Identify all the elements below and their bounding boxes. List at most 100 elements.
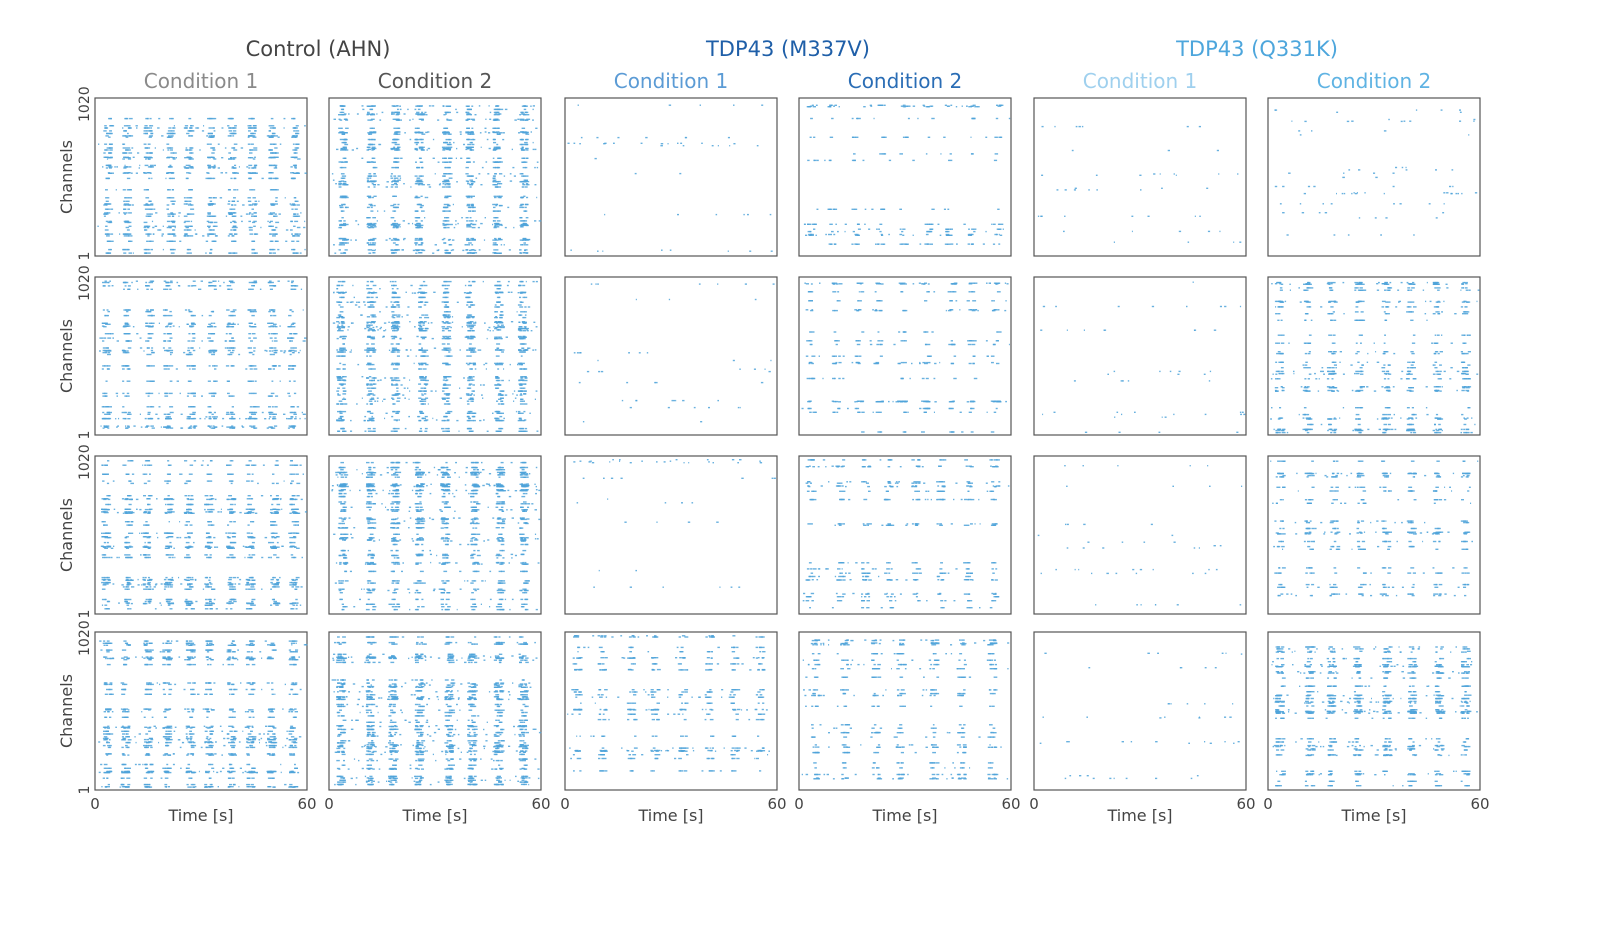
spike-mark	[162, 314, 166, 317]
spike-mark	[190, 347, 194, 349]
spike-mark	[340, 321, 345, 323]
spike-mark	[446, 143, 450, 146]
spike-mark	[416, 105, 420, 107]
spike-mark	[274, 349, 278, 352]
spike-mark	[271, 135, 275, 137]
spike-mark	[369, 403, 372, 405]
spike-mark	[391, 327, 396, 330]
spike-mark	[150, 125, 154, 127]
spike-mark	[149, 333, 152, 335]
spike-mark	[294, 152, 297, 154]
spike-mark	[279, 380, 281, 382]
spike-mark	[455, 223, 457, 226]
spike-mark	[249, 152, 253, 154]
spike-mark	[395, 105, 399, 107]
spike-mark	[169, 147, 174, 149]
spike-mark	[468, 138, 471, 141]
spike-mark	[579, 143, 581, 145]
spike-mark	[254, 406, 258, 408]
spike-mark	[209, 252, 213, 254]
spike-mark	[391, 284, 394, 287]
spike-mark	[232, 240, 236, 242]
spike-mark	[118, 417, 120, 420]
spike-mark	[166, 204, 170, 206]
spike-mark	[351, 149, 354, 151]
spike-mark	[139, 337, 142, 339]
spike-mark	[293, 197, 296, 199]
spike-mark	[189, 252, 192, 254]
spike-mark	[444, 304, 448, 306]
spike-mark	[273, 229, 277, 231]
spike-mark	[448, 195, 452, 197]
spike-mark	[231, 416, 234, 418]
spike-mark	[342, 410, 347, 413]
spike-mark	[110, 157, 113, 159]
spike-mark	[254, 164, 257, 167]
spike-mark	[207, 425, 211, 427]
spike-mark	[227, 135, 232, 137]
spike-mark	[470, 377, 473, 379]
spike-mark	[272, 212, 275, 214]
spike-mark	[273, 425, 278, 427]
spike-mark	[253, 392, 257, 395]
spike-mark	[252, 197, 256, 199]
spike-mark	[145, 340, 149, 342]
spike-mark	[925, 106, 930, 108]
spike-mark	[503, 175, 506, 177]
spike-mark	[143, 225, 147, 227]
spike-mark	[355, 220, 358, 222]
spike-mark	[122, 349, 125, 352]
spike-mark	[447, 204, 451, 207]
spike-mark	[1348, 169, 1351, 171]
spike-mark	[167, 425, 171, 427]
spike-mark	[166, 325, 169, 327]
spike-mark	[106, 350, 108, 352]
spike-mark	[733, 143, 736, 145]
spike-mark	[471, 183, 474, 185]
spike-mark	[175, 368, 178, 370]
spike-mark	[188, 416, 191, 418]
spike-mark	[420, 376, 423, 378]
spike-mark	[856, 243, 860, 245]
spike-mark	[419, 105, 423, 107]
spike-mark	[341, 280, 346, 283]
spike-mark	[148, 136, 152, 138]
spike-mark	[230, 281, 233, 284]
spike-mark	[1186, 125, 1189, 128]
spike-mark	[105, 417, 108, 420]
spike-mark	[524, 203, 529, 206]
spike-mark	[273, 164, 276, 167]
spike-mark	[289, 411, 292, 414]
spike-mark	[290, 229, 293, 231]
spike-mark	[101, 368, 104, 370]
spike-mark	[419, 179, 423, 181]
spike-mark	[125, 333, 130, 335]
spike-mark	[168, 322, 170, 324]
spike-mark	[275, 166, 277, 168]
spike-mark	[150, 248, 153, 251]
spike-mark	[336, 301, 340, 303]
spike-mark	[229, 395, 233, 397]
spike-mark	[170, 248, 174, 251]
spike-mark	[249, 406, 253, 408]
spike-mark	[213, 280, 217, 282]
spike-mark	[496, 166, 499, 169]
spike-mark	[167, 156, 171, 158]
spike-mark	[230, 132, 235, 135]
spike-mark	[519, 252, 522, 254]
spike-mark	[356, 147, 359, 150]
spike-mark	[967, 234, 971, 236]
spike-mark	[248, 213, 251, 215]
spike-mark	[340, 161, 344, 163]
spike-mark	[271, 340, 273, 342]
spike-mark	[338, 127, 342, 129]
spike-mark	[366, 316, 371, 318]
spike-mark	[304, 248, 306, 251]
spike-mark	[149, 337, 153, 339]
spike-mark	[337, 410, 341, 413]
spike-mark	[904, 243, 907, 245]
spike-mark	[373, 377, 376, 379]
panel-frame	[94, 276, 308, 436]
spike-mark	[291, 406, 295, 408]
spike-mark	[522, 166, 526, 169]
